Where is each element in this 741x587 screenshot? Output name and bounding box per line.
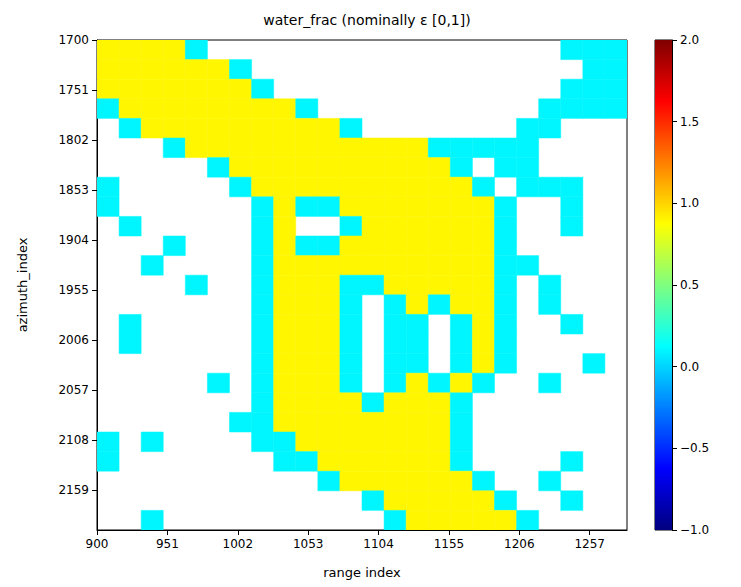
svg-text:1104: 1104 [363,537,394,551]
svg-text:−1.0: −1.0 [680,523,709,537]
svg-text:1002: 1002 [223,537,254,551]
svg-text:0.5: 0.5 [680,278,699,292]
svg-text:1955: 1955 [58,283,89,297]
svg-text:1.0: 1.0 [680,196,699,210]
svg-text:1802: 1802 [58,133,89,147]
svg-text:1751: 1751 [58,83,89,97]
svg-text:900: 900 [86,537,109,551]
svg-text:2006: 2006 [58,333,89,347]
svg-text:2.0: 2.0 [680,33,699,47]
svg-text:1904: 1904 [58,233,89,247]
svg-text:azimuth_index: azimuth_index [15,237,30,332]
svg-text:2108: 2108 [58,433,89,447]
svg-text:1700: 1700 [58,33,89,47]
svg-text:0.0: 0.0 [680,360,699,374]
svg-text:1.5: 1.5 [680,115,699,129]
svg-text:2057: 2057 [58,383,89,397]
svg-text:1053: 1053 [293,537,324,551]
svg-text:range index: range index [323,565,401,580]
svg-text:−0.5: −0.5 [680,441,709,455]
svg-text:water_frac (nominally ε [0,1]): water_frac (nominally ε [0,1]) [263,12,470,28]
svg-text:2159: 2159 [58,483,89,497]
svg-text:1206: 1206 [504,537,535,551]
svg-text:1853: 1853 [58,183,89,197]
svg-text:1257: 1257 [574,537,605,551]
svg-text:1155: 1155 [434,537,465,551]
svg-text:951: 951 [156,537,179,551]
